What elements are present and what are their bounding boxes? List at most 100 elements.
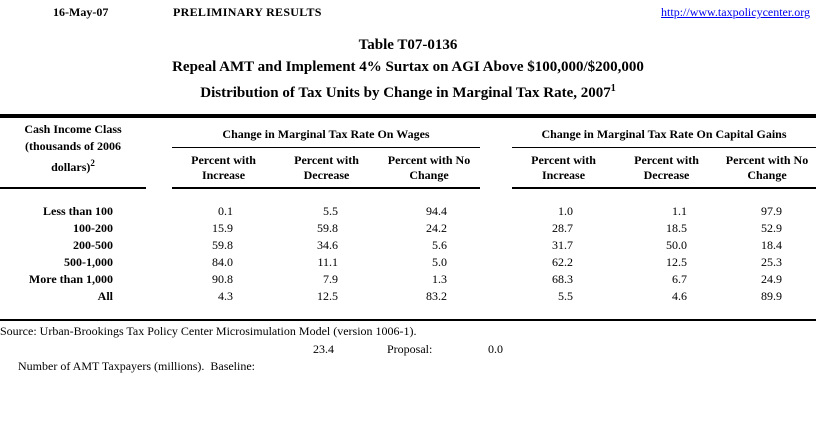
amt-taxpayers-line: Number of AMT Taxpayers (millions). Base… <box>0 341 816 424</box>
subheaders-capital-gains: Percent with Increase Percent with Decre… <box>512 148 816 187</box>
amt-proposal-value: 0.0 <box>488 341 503 356</box>
row-gap <box>146 203 172 220</box>
group-header-capital-gains: Change in Marginal Tax Rate On Capital G… <box>512 118 816 189</box>
cell-wages-decrease: 5.5 <box>323 204 338 218</box>
row-gap <box>480 271 512 288</box>
cell-cg-no-change: 25.3 <box>761 255 782 269</box>
table-row-total: All 4.3 12.5 83.2 5.5 4.6 89.9 <box>0 288 816 305</box>
cell-cg-no-change: 24.9 <box>761 272 782 286</box>
cell-cg-decrease: 6.7 <box>672 272 687 286</box>
table-header: Cash Income Class (thousands of 2006 dol… <box>0 118 816 189</box>
row-label: Less than 100 <box>42 204 113 218</box>
footer-notes: Source: Urban-Brookings Tax Policy Cente… <box>0 321 816 424</box>
cell-wages-increase: 4.3 <box>218 289 233 303</box>
table-subtitle-2-text: Distribution of Tax Units by Change in M… <box>200 85 611 101</box>
row-header-line2: (thousands of 2006 <box>24 139 122 153</box>
cell-cg-decrease: 18.5 <box>666 221 687 235</box>
column-header-wages-increase: Percent with Increase <box>191 153 256 182</box>
row-label: More than 1,000 <box>28 272 113 286</box>
row-header-line1: Cash Income Class <box>24 122 122 136</box>
amt-baseline-value: 23.4 <box>313 341 334 356</box>
cell-wages-increase: 15.9 <box>212 221 233 235</box>
table-top-rule <box>0 114 816 118</box>
row-gap <box>480 254 512 271</box>
cell-wages-no-change: 5.6 <box>432 238 447 252</box>
table-row: 200-500 59.8 34.6 5.6 31.7 50.0 18.4 <box>0 237 816 254</box>
row-gap <box>480 220 512 237</box>
cell-cg-increase: 68.3 <box>552 272 573 286</box>
table-subtitle: Repeal AMT and Implement 4% Surtax on AG… <box>172 59 644 75</box>
column-header-wages-decrease: Percent with Decrease <box>294 153 359 182</box>
table-row: Less than 100 0.1 5.5 94.4 1.0 1.1 97.9 <box>0 203 816 220</box>
cell-wages-no-change: 1.3 <box>432 272 447 286</box>
column-header-cg-increase: Percent with Increase <box>531 153 596 182</box>
table-row: 100-200 15.9 59.8 24.2 28.7 18.5 52.9 <box>0 220 816 237</box>
document-date: 16-May-07 <box>53 5 109 19</box>
table-title-block: Table T07-0136 Repeal AMT and Implement … <box>0 34 816 104</box>
footnote-2-marker: 2 <box>90 158 95 168</box>
table-bottom-rule <box>0 319 816 321</box>
cell-cg-increase: 5.5 <box>558 289 573 303</box>
cell-wages-no-change: 5.0 <box>432 255 447 269</box>
column-header-cg-decrease: Percent with Decrease <box>634 153 699 182</box>
row-header-line3-text: dollars) <box>51 160 91 174</box>
cell-cg-increase: 28.7 <box>552 221 573 235</box>
page-header: 16-May-07 PRELIMINARY RESULTS http://www… <box>0 0 816 22</box>
row-header-cash-income-class: Cash Income Class (thousands of 2006 dol… <box>0 118 146 189</box>
preliminary-results-label: PRELIMINARY RESULTS <box>173 5 322 19</box>
row-label: 200-500 <box>73 238 113 252</box>
row-gap <box>146 271 172 288</box>
source-line: Source: Urban-Brookings Tax Policy Cente… <box>0 324 417 338</box>
cell-cg-increase: 1.0 <box>558 204 573 218</box>
cell-cg-decrease: 12.5 <box>666 255 687 269</box>
cell-wages-no-change: 24.2 <box>426 221 447 235</box>
cell-wages-increase: 59.8 <box>212 238 233 252</box>
taxpolicycenter-link[interactable]: http://www.taxpolicycenter.org <box>661 5 810 19</box>
cell-cg-increase: 62.2 <box>552 255 573 269</box>
table-body: Less than 100 0.1 5.5 94.4 1.0 1.1 97.9 … <box>0 203 816 305</box>
footnote-1-marker: 1 <box>610 83 616 94</box>
row-header-line3: dollars)2 <box>0 155 146 176</box>
amt-taxpayers-label: Number of AMT Taxpayers (millions). Base… <box>18 359 256 373</box>
cell-wages-decrease: 59.8 <box>317 221 338 235</box>
cell-cg-decrease: 1.1 <box>672 204 687 218</box>
table-row: More than 1,000 90.8 7.9 1.3 68.3 6.7 24… <box>0 271 816 288</box>
cell-wages-decrease: 12.5 <box>317 289 338 303</box>
row-gap <box>146 288 172 305</box>
table-subtitle-2: Distribution of Tax Units by Change in M… <box>0 78 816 104</box>
row-gap <box>480 237 512 254</box>
header-gap <box>480 118 512 189</box>
amt-proposal-label: Proposal: <box>387 341 433 356</box>
cell-cg-no-change: 18.4 <box>761 238 782 252</box>
cell-wages-decrease: 11.1 <box>317 255 338 269</box>
row-gap <box>480 203 512 220</box>
group-title-wages: Change in Marginal Tax Rate On Wages <box>172 118 480 148</box>
cell-cg-decrease: 4.6 <box>672 289 687 303</box>
cell-cg-no-change: 89.9 <box>761 289 782 303</box>
cell-cg-decrease: 50.0 <box>666 238 687 252</box>
row-label: All <box>97 289 113 303</box>
row-label: 500-1,000 <box>64 255 113 269</box>
row-gap <box>146 220 172 237</box>
column-header-wages-no-change: Percent with No Change <box>387 153 471 182</box>
cell-cg-no-change: 52.9 <box>761 221 782 235</box>
column-header-cg-no-change: Percent with No Change <box>725 153 809 182</box>
cell-wages-decrease: 34.6 <box>317 238 338 252</box>
cell-cg-no-change: 97.9 <box>761 204 782 218</box>
row-label: 100-200 <box>73 221 113 235</box>
table-row: 500-1,000 84.0 11.1 5.0 62.2 12.5 25.3 <box>0 254 816 271</box>
cell-wages-increase: 0.1 <box>218 204 233 218</box>
cell-wages-no-change: 94.4 <box>426 204 447 218</box>
cell-wages-no-change: 83.2 <box>426 289 447 303</box>
group-title-capital-gains: Change in Marginal Tax Rate On Capital G… <box>512 118 816 148</box>
row-gap <box>146 254 172 271</box>
cell-wages-decrease: 7.9 <box>323 272 338 286</box>
header-gap <box>146 118 172 189</box>
cell-cg-increase: 31.7 <box>552 238 573 252</box>
group-header-wages: Change in Marginal Tax Rate On Wages Per… <box>172 118 480 189</box>
table-number-title: Table T07-0136 <box>358 37 458 53</box>
row-gap <box>146 237 172 254</box>
subheaders-wages: Percent with Increase Percent with Decre… <box>172 148 480 187</box>
cell-wages-increase: 84.0 <box>212 255 233 269</box>
